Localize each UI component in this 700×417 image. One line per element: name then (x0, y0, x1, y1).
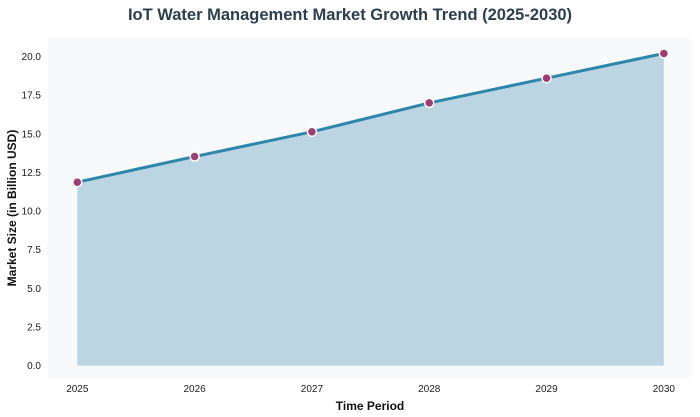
y-tick-label: 5.0 (27, 284, 41, 295)
series-line (77, 51, 665, 184)
y-tick-label: 17.5 (22, 91, 42, 102)
y-tick-label: 10.0 (22, 207, 42, 218)
y-tick-label: 20.0 (22, 52, 42, 63)
x-axis-label: Time Period (336, 399, 404, 413)
data-point-2025 (72, 176, 83, 188)
y-axis-label: Market Size (in Billion USD) (5, 130, 19, 287)
area-fill (77, 53, 664, 366)
data-point-2029 (541, 72, 552, 84)
y-tick-label: 12.5 (22, 168, 42, 179)
y-tick-label: 0.0 (27, 361, 41, 372)
data-point-2026 (189, 151, 200, 162)
x-tick-label: 2028 (418, 384, 441, 395)
x-tick-label: 2029 (535, 384, 558, 395)
y-tick-label: 7.5 (27, 245, 41, 256)
data-point-2030 (658, 48, 670, 59)
data-point-2027 (306, 126, 318, 138)
data-point-2028 (423, 97, 435, 109)
x-tick-label: 2026 (184, 384, 207, 395)
y-tick-label: 2.5 (27, 323, 41, 334)
x-tick-label: 2025 (66, 384, 89, 395)
chart-title: IoT Water Management Market Growth Trend… (127, 6, 573, 24)
y-tick-label: 15.0 (22, 129, 42, 140)
x-tick-label: 2030 (653, 384, 676, 395)
x-tick-label: 2027 (301, 384, 324, 395)
